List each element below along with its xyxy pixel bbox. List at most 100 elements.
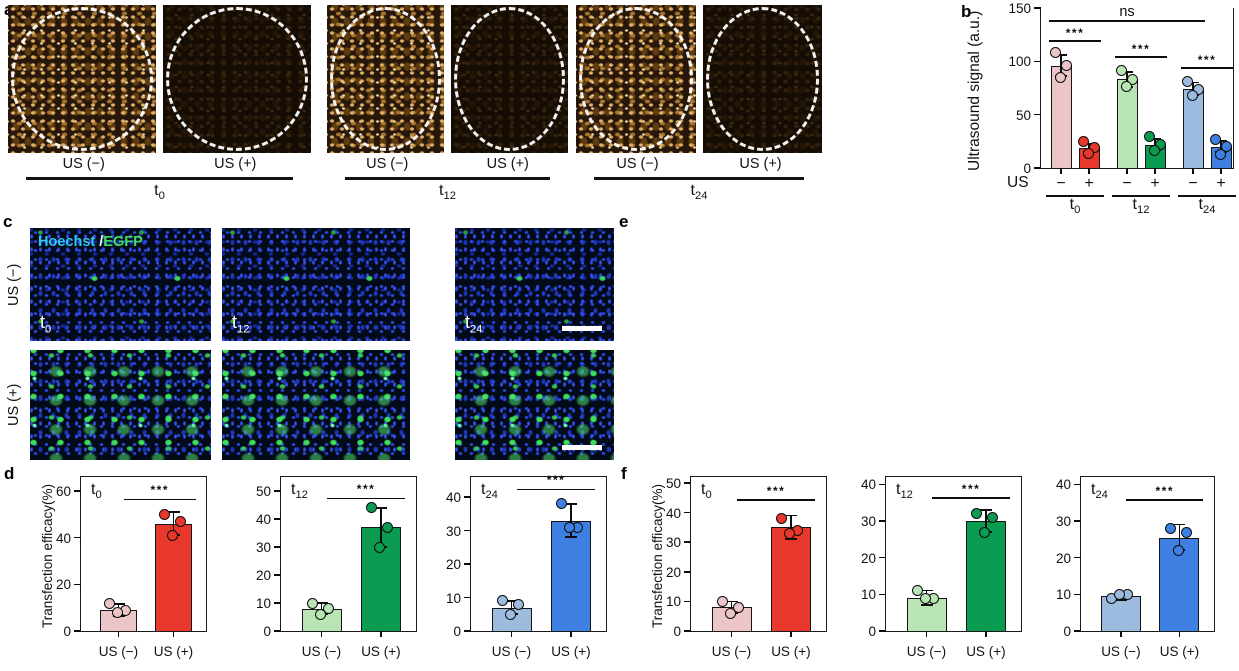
- data-point-dot: [382, 521, 394, 533]
- data-bar: [360, 527, 401, 631]
- error-bar-cap: [920, 604, 933, 607]
- y-tick-label: 20: [55, 577, 71, 593]
- significance-stars: ***: [766, 483, 786, 498]
- chart-transfection-f-t12: 0 10 20 30 40 US (−) US (+) t12 ***: [861, 476, 1022, 659]
- y-tick-mark: [74, 583, 81, 586]
- significance-line: [516, 488, 596, 491]
- significance-stars: ***: [150, 483, 169, 498]
- fluorescence-image-us-minus-t2: t24: [455, 228, 614, 341]
- scale-bar: [562, 445, 602, 450]
- data-bar: [154, 523, 193, 631]
- error-bar-cap: [374, 506, 387, 509]
- data-point-dot: [1082, 147, 1094, 159]
- x-tick-mark: [1220, 168, 1222, 174]
- error-bar-cap: [920, 589, 933, 592]
- y-tick-label: 50: [255, 484, 271, 499]
- y-tick-mark: [464, 630, 471, 632]
- data-point-dot: [104, 597, 115, 609]
- data-point-dot: [159, 508, 170, 520]
- y-tick-mark: [1074, 520, 1081, 522]
- us-sign-label: +: [1084, 175, 1094, 192]
- y-tick-mark: [684, 600, 691, 603]
- data-point-dot: [323, 603, 334, 615]
- x-tick-mark: [1192, 168, 1194, 174]
- data-point-dot: [717, 595, 728, 607]
- y-tick-mark: [684, 482, 691, 484]
- x-tick-mark: [570, 631, 572, 637]
- data-point-dot: [1220, 141, 1232, 153]
- image-timepoint-label: t24: [465, 312, 483, 336]
- x-tick-mark: [320, 631, 323, 637]
- y-tick-mark: [274, 574, 281, 576]
- data-point-dot: [1192, 83, 1204, 95]
- timepoint-underline: [1112, 194, 1170, 197]
- data-point-dot: [513, 598, 524, 610]
- y-tick-label: 50: [1015, 107, 1031, 123]
- y-tick-mark: [1034, 113, 1041, 116]
- y-tick-mark: [274, 630, 281, 632]
- data-point-dot: [725, 607, 736, 619]
- x-tick-mark: [985, 631, 987, 637]
- x-tick-mark: [1178, 631, 1181, 637]
- error-bar: [570, 503, 572, 538]
- panel-letter-d: d: [4, 464, 15, 483]
- x-tick-mark: [1126, 168, 1128, 174]
- error-bar-cap: [1187, 81, 1199, 84]
- row-condition-label: US (+): [6, 383, 22, 427]
- y-tick-label: 0: [453, 624, 461, 639]
- chart-transfection-d-t24: 0 10 20 30 40 US (−) US (+) t24 ***: [446, 473, 607, 659]
- y-tick-mark: [74, 630, 81, 632]
- data-point-dot: [556, 498, 568, 510]
- significance-label: ***: [1065, 26, 1085, 41]
- error-bar-cap: [1121, 71, 1133, 73]
- chart-ultrasound-signal: 0 50 100 150 US − + − + − + t0 t12 t24 *** *** *** ns: [1007, 1, 1236, 216]
- y-tick-mark: [879, 520, 886, 522]
- data-bar: [1116, 79, 1138, 168]
- data-point-dot: [1181, 76, 1193, 88]
- y-tick-label: 60: [55, 484, 71, 499]
- error-bar: [985, 510, 987, 532]
- y-tick-label: 40: [445, 490, 461, 506]
- x-category-label: US (+): [551, 644, 591, 659]
- data-point-dot: [505, 608, 516, 620]
- y-tick-label: 10: [445, 590, 461, 606]
- y-tick-mark: [684, 630, 691, 632]
- data-bar: [550, 520, 591, 631]
- timepoint-label: t12: [1132, 195, 1150, 216]
- error-bar-cap: [505, 599, 518, 602]
- error-bar-cap: [784, 538, 797, 540]
- y-tick-mark: [1074, 483, 1081, 486]
- y-tick-label: 30: [255, 540, 271, 555]
- y-tick-mark: [1074, 556, 1081, 559]
- image-timepoint-label: t0: [40, 312, 52, 336]
- x-category-label: US (−): [301, 644, 342, 659]
- y-tick-label: 0: [63, 624, 71, 639]
- significance-line: [1049, 20, 1205, 22]
- well-outline-dashed-circle: [705, 7, 819, 151]
- hoechst-label: Hoechst: [38, 234, 96, 250]
- ultrasound-group-2: US (−) US (+) t24: [576, 5, 822, 202]
- x-category-label: US (−): [98, 644, 139, 659]
- data-point-dot: [497, 595, 508, 607]
- significance-line: [1049, 40, 1101, 43]
- data-point-dot: [1172, 544, 1184, 556]
- chart-timepoint-annotation: t24: [1091, 481, 1108, 502]
- chart-transfection-f-t24: 0 10 20 30 40 US (−) US (+) t24 ***: [1056, 476, 1215, 659]
- fluorescence-image-us-plus-t1: [222, 350, 410, 460]
- us-sign-label: +: [1216, 175, 1226, 192]
- data-point-dot: [1143, 130, 1155, 142]
- y-tick-label: 50: [665, 475, 681, 491]
- data-point-dot: [987, 511, 999, 523]
- data-point-dot: [733, 601, 744, 613]
- error-bar-cap: [167, 511, 180, 513]
- y-tick-label: 10: [1055, 587, 1071, 603]
- us-sign-label: +: [1150, 175, 1160, 192]
- well-outline-dashed-circle: [454, 7, 565, 151]
- data-point-dot: [1126, 73, 1138, 85]
- significance-label: ***: [1197, 52, 1217, 67]
- x-tick-mark: [117, 631, 120, 637]
- data-bar: [770, 527, 811, 631]
- ultrasound-condition-label: US (−): [366, 156, 409, 172]
- transfection-efficacy-axis-label-f: Transfection efficacy(%): [650, 483, 665, 629]
